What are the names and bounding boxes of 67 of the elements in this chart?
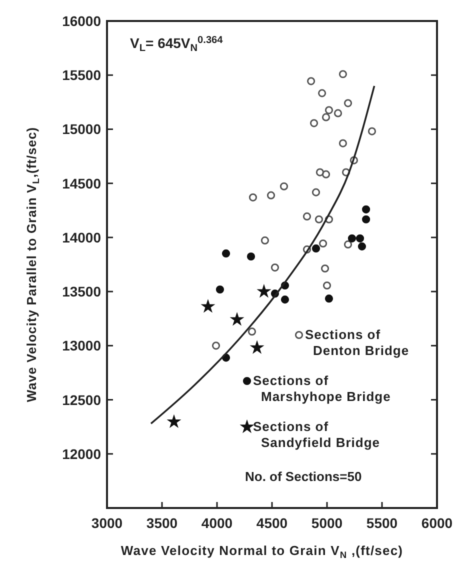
point bbox=[338, 70, 347, 78]
point bbox=[260, 236, 270, 245]
y-tick-label: 16000 bbox=[62, 13, 102, 29]
y-tick-label: 14500 bbox=[62, 175, 102, 192]
point bbox=[248, 328, 256, 336]
point bbox=[338, 139, 347, 148]
x-tick-label: 4500 bbox=[256, 515, 288, 531]
y-tick-label: 14000 bbox=[62, 229, 102, 246]
point bbox=[362, 205, 370, 214]
annotation: No. of Sections=50 bbox=[245, 469, 362, 484]
point bbox=[320, 264, 330, 273]
point bbox=[348, 234, 356, 242]
x-tick-label: 6000 bbox=[421, 515, 453, 531]
x-tick-label: 5000 bbox=[311, 515, 343, 531]
point bbox=[362, 215, 370, 224]
point bbox=[314, 215, 324, 224]
point bbox=[324, 294, 334, 303]
point bbox=[216, 285, 224, 294]
point bbox=[250, 340, 264, 354]
y-tick-label: 15000 bbox=[62, 121, 102, 138]
point bbox=[202, 300, 214, 312]
point bbox=[266, 191, 276, 200]
point bbox=[350, 156, 358, 164]
point bbox=[318, 89, 326, 98]
point bbox=[270, 263, 280, 272]
y-tick-label: 12500 bbox=[62, 392, 102, 408]
legend-label: Sections of Denton Bridge bbox=[305, 327, 410, 358]
legend-label: Sections of Marshyhope Bridge bbox=[253, 373, 391, 404]
point bbox=[230, 312, 244, 326]
point bbox=[324, 106, 334, 114]
point bbox=[322, 170, 330, 178]
y-tick-label: 12000 bbox=[62, 446, 102, 462]
point bbox=[322, 113, 330, 122]
point bbox=[344, 99, 352, 108]
point bbox=[168, 415, 180, 428]
point bbox=[312, 244, 320, 253]
point bbox=[280, 182, 288, 190]
x-tick-label: 5500 bbox=[366, 515, 398, 531]
legend-label: Sections of Sandyfield Bridge bbox=[253, 419, 380, 450]
point bbox=[312, 188, 320, 196]
point bbox=[324, 215, 334, 224]
point bbox=[258, 284, 270, 298]
point bbox=[302, 212, 312, 220]
point bbox=[334, 109, 342, 118]
x-tick-label: 3000 bbox=[91, 515, 123, 531]
x-axis-title: Wave Velocity Normal to Grain V$_{N}$ ,(ft/sec) bbox=[120, 543, 404, 560]
point bbox=[358, 242, 366, 250]
point bbox=[307, 77, 316, 86]
point bbox=[316, 168, 324, 176]
point bbox=[248, 193, 258, 202]
point bbox=[356, 234, 364, 242]
point bbox=[322, 281, 332, 290]
point bbox=[368, 127, 376, 136]
point bbox=[246, 252, 256, 261]
point bbox=[318, 239, 328, 248]
point bbox=[344, 240, 352, 249]
x-tick-label: 3500 bbox=[146, 515, 178, 531]
point bbox=[280, 296, 290, 304]
point bbox=[222, 249, 230, 258]
point bbox=[310, 119, 318, 128]
y-tick-label: 13000 bbox=[62, 338, 102, 354]
y-tick-label: 15500 bbox=[62, 67, 102, 84]
point bbox=[302, 245, 312, 254]
x-tick-label: 4000 bbox=[201, 515, 233, 531]
point bbox=[212, 342, 220, 350]
y-tick-label: 13500 bbox=[62, 284, 102, 300]
point bbox=[342, 168, 350, 176]
